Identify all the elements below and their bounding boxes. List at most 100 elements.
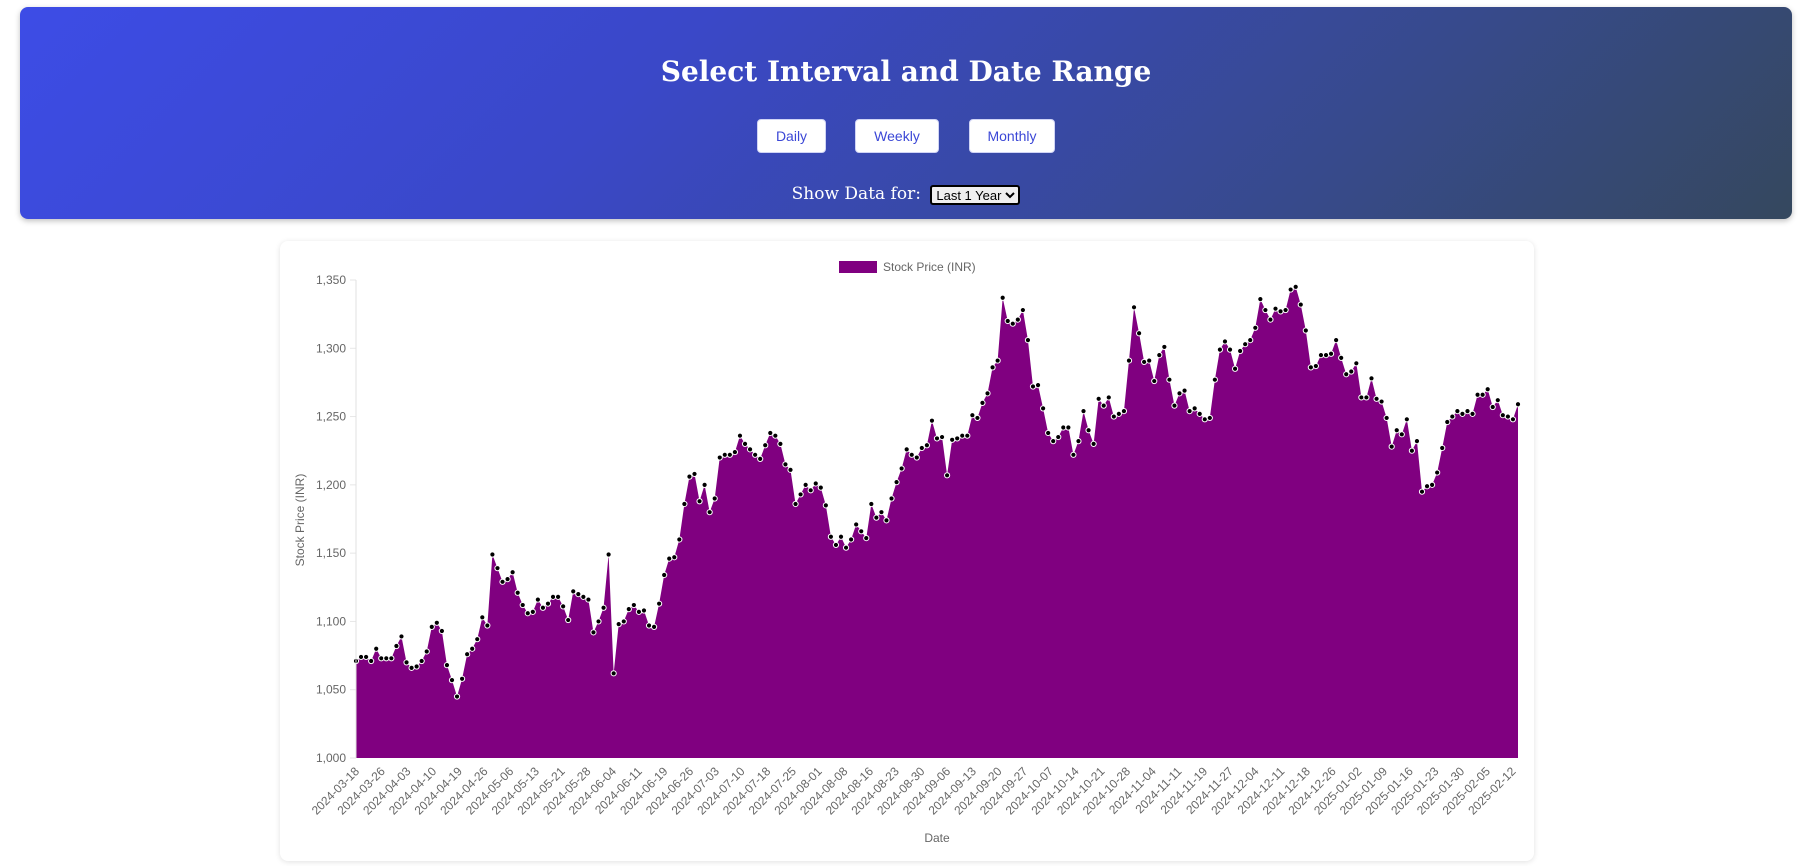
data-point[interactable] [1403,416,1410,423]
data-point[interactable] [903,446,910,453]
data-point[interactable] [570,588,577,595]
data-point[interactable] [1292,283,1299,290]
data-point[interactable] [898,465,905,472]
data-point[interactable] [1388,443,1395,450]
data-point[interactable] [1449,413,1456,420]
data-point[interactable] [1075,438,1082,445]
data-point[interactable] [908,451,915,458]
data-point[interactable] [949,436,956,443]
data-point[interactable] [1090,440,1097,447]
data-point[interactable] [1166,376,1173,383]
data-point[interactable] [549,593,557,600]
data-point[interactable] [1333,336,1340,344]
data-point[interactable] [418,657,425,665]
data-point[interactable] [1383,414,1390,422]
data-point[interactable] [1469,410,1476,417]
data-point[interactable] [1494,397,1501,404]
data-point[interactable] [1327,350,1335,357]
data-point[interactable] [782,461,789,468]
data-point[interactable] [933,435,941,442]
data-point[interactable] [1135,330,1143,337]
data-point[interactable] [1408,447,1416,454]
data-point[interactable] [464,651,471,658]
data-point[interactable] [827,533,835,540]
data-point[interactable] [539,604,547,611]
data-point[interactable] [1312,362,1320,370]
data-point[interactable] [479,614,486,621]
data-point[interactable] [686,473,693,480]
data-point[interactable] [1009,320,1016,327]
data-point[interactable] [731,448,739,456]
data-point[interactable] [812,480,819,487]
data-point[interactable] [1257,296,1264,303]
data-point[interactable] [1050,438,1057,445]
data-point[interactable] [1393,427,1400,434]
data-point[interactable] [504,575,511,583]
data-point[interactable] [676,536,683,543]
data-point[interactable] [1484,386,1491,393]
data-point[interactable] [822,502,829,509]
data-point[interactable] [868,500,875,508]
data-point[interactable] [1444,418,1451,426]
data-point[interactable] [1429,481,1436,488]
data-point[interactable] [1434,469,1441,476]
data-point[interactable] [635,608,643,615]
data-point[interactable] [1176,390,1183,397]
data-point[interactable] [802,481,809,488]
legend-swatch[interactable] [839,261,877,273]
data-point[interactable] [913,454,920,461]
data-point[interactable] [1034,382,1042,389]
data-point[interactable] [413,663,420,670]
data-point[interactable] [656,600,663,607]
data-point[interactable] [797,491,804,498]
data-point[interactable] [969,412,976,419]
data-point[interactable] [529,608,536,615]
data-point[interactable] [1186,408,1193,415]
data-point[interactable] [1040,405,1047,412]
data-point[interactable] [853,521,860,528]
data-point[interactable] [403,659,410,666]
data-point[interactable] [807,487,814,494]
data-point[interactable] [1141,358,1148,366]
data-point[interactable] [1115,410,1122,417]
data-point[interactable] [1504,413,1512,420]
data-point[interactable] [1413,438,1421,445]
data-point[interactable] [979,399,986,407]
data-point[interactable] [1095,395,1102,402]
data-point[interactable] [1146,357,1153,364]
data-point[interactable] [837,533,845,540]
data-point[interactable] [1368,375,1375,382]
legend-label[interactable]: Stock Price (INR) [883,260,976,274]
data-point[interactable] [767,429,774,437]
data-point[interactable] [489,551,496,558]
data-point[interactable] [1080,408,1087,415]
data-point[interactable] [1474,391,1481,398]
data-point[interactable] [1065,424,1072,431]
data-point[interactable] [383,655,390,662]
data-point[interactable] [1045,429,1052,437]
data-point[interactable] [1237,347,1244,355]
data-point[interactable] [1338,354,1345,361]
data-point[interactable] [792,500,799,508]
date-range-select[interactable]: Last 1 Year [930,184,1021,205]
data-point[interactable] [650,623,658,630]
data-point[interactable] [1353,360,1360,367]
data-point[interactable] [1019,306,1026,314]
data-point[interactable] [585,596,592,603]
data-point[interactable] [1181,387,1188,394]
data-point[interactable] [494,565,501,572]
data-point[interactable] [762,442,769,449]
data-point[interactable] [989,364,996,371]
data-point[interactable] [1277,308,1284,315]
data-point[interactable] [938,433,946,441]
data-point[interactable] [1423,483,1431,490]
data-point[interactable] [1070,451,1077,458]
data-point[interactable] [1014,316,1021,323]
data-point[interactable] [378,655,385,662]
data-point[interactable] [519,601,526,609]
data-point[interactable] [1282,306,1289,314]
data-point[interactable] [1322,352,1330,359]
data-point[interactable] [1267,316,1274,323]
data-point[interactable] [716,454,723,461]
data-point[interactable] [428,623,435,630]
